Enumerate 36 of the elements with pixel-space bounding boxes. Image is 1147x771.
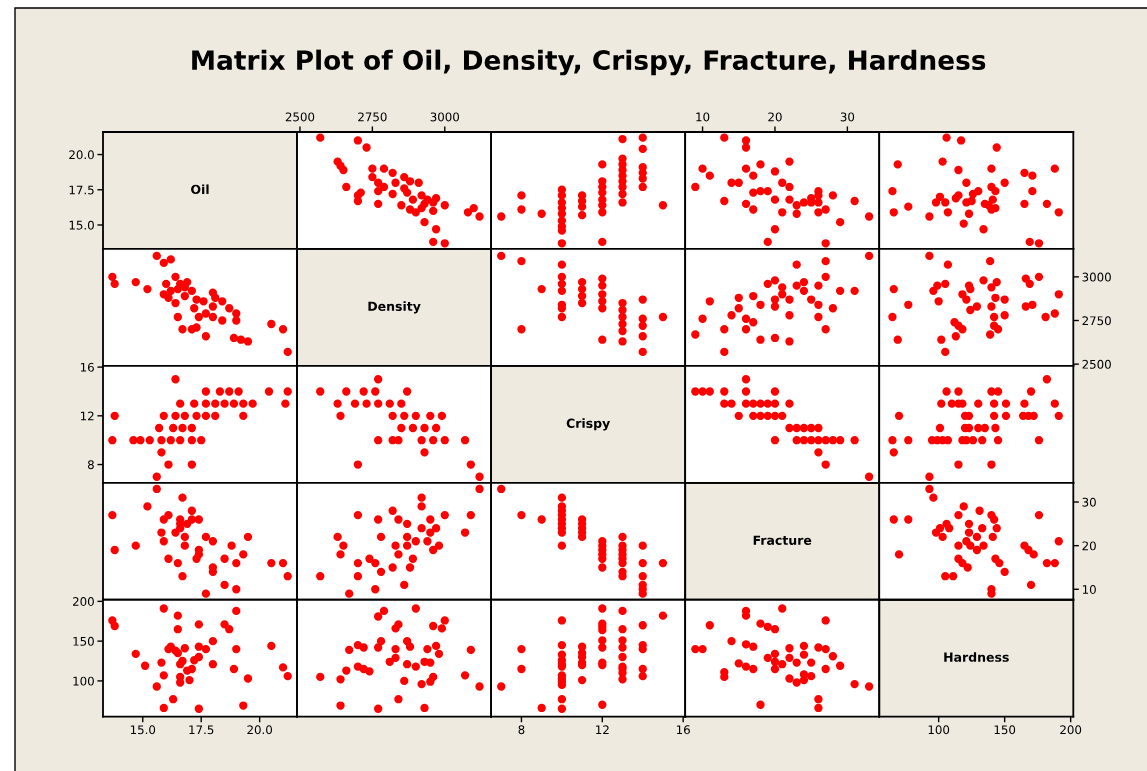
y-tick-label: 12 (80, 411, 94, 421)
annotation: Hardness (944, 652, 1009, 662)
annotation: Oil (191, 184, 209, 195)
y-tick-label: 200 (73, 597, 94, 606)
x-tick-label: 2500 (285, 112, 315, 122)
x-tick-label: 17.5 (189, 725, 214, 735)
x-tick-label: 15.0 (130, 725, 156, 735)
y-tick-label: 3000 (1082, 272, 1111, 282)
x-tick-label: 10 (696, 112, 710, 122)
y-tick-label: 8 (87, 460, 94, 470)
x-tick-label: 8 (518, 725, 525, 735)
y-tick-label: 17.5 (69, 185, 94, 195)
x-tick-label: 16 (676, 725, 690, 735)
annotation: Fracture (753, 535, 812, 545)
y-tick-label: 150 (73, 636, 94, 646)
x-tick-label: 30 (840, 112, 855, 122)
x-tick-label: 3000 (430, 112, 460, 122)
y-tick-label: 2750 (1082, 316, 1111, 326)
y-tick-label: 10 (1082, 585, 1096, 594)
y-tick-label: 20.0 (69, 150, 94, 160)
annotation: Density (368, 301, 421, 314)
annotation: Crispy (566, 418, 610, 431)
x-tick-label: 20.0 (247, 725, 273, 735)
x-tick-label: 20 (768, 112, 782, 122)
y-tick-label: 2500 (1082, 359, 1111, 369)
x-tick-label: 200 (1060, 725, 1082, 735)
y-tick-label: 100 (73, 676, 94, 686)
y-tick-label: 15.0 (69, 220, 94, 230)
y-tick-label: 30 (1082, 497, 1096, 507)
text: Matrix Plot of Oil, Density, Crispy, Fracture, Hardness (192, 49, 986, 76)
y-tick-label: 20 (1082, 541, 1096, 551)
x-tick-label: 100 (928, 725, 950, 735)
x-tick-label: 150 (994, 725, 1016, 735)
x-tick-label: 12 (596, 725, 609, 734)
x-tick-label: 2750 (358, 112, 387, 122)
y-tick-label: 16 (80, 362, 94, 372)
